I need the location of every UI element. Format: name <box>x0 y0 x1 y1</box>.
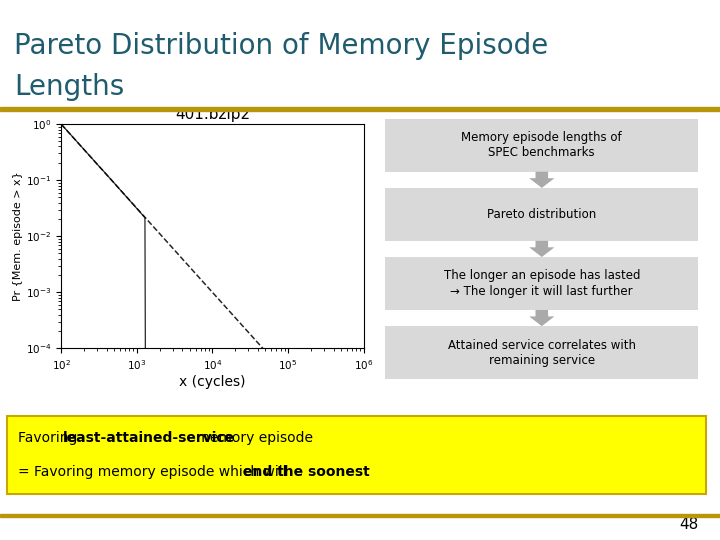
Title: 401.bzip2: 401.bzip2 <box>175 106 250 122</box>
Text: Lengths: Lengths <box>14 73 125 101</box>
Text: Favoring: Favoring <box>18 431 82 445</box>
Text: 48: 48 <box>679 517 698 532</box>
Text: Pareto Distribution of Memory Episode: Pareto Distribution of Memory Episode <box>14 32 549 60</box>
Text: memory episode: memory episode <box>192 431 312 445</box>
Text: least-attained-service: least-attained-service <box>63 431 235 445</box>
Text: The longer an episode has lasted
→ The longer it will last further: The longer an episode has lasted → The l… <box>444 269 640 298</box>
Text: Pareto distribution: Pareto distribution <box>487 208 596 221</box>
Text: end the soonest: end the soonest <box>243 465 370 479</box>
Y-axis label: Pr {Mem. episode > x}: Pr {Mem. episode > x} <box>13 171 23 301</box>
Text: = Favoring memory episode which will: = Favoring memory episode which will <box>18 465 291 479</box>
Text: Attained service correlates with
remaining service: Attained service correlates with remaini… <box>448 339 636 367</box>
X-axis label: x (cycles): x (cycles) <box>179 375 246 389</box>
Text: Memory episode lengths of
SPEC benchmarks: Memory episode lengths of SPEC benchmark… <box>462 131 622 159</box>
